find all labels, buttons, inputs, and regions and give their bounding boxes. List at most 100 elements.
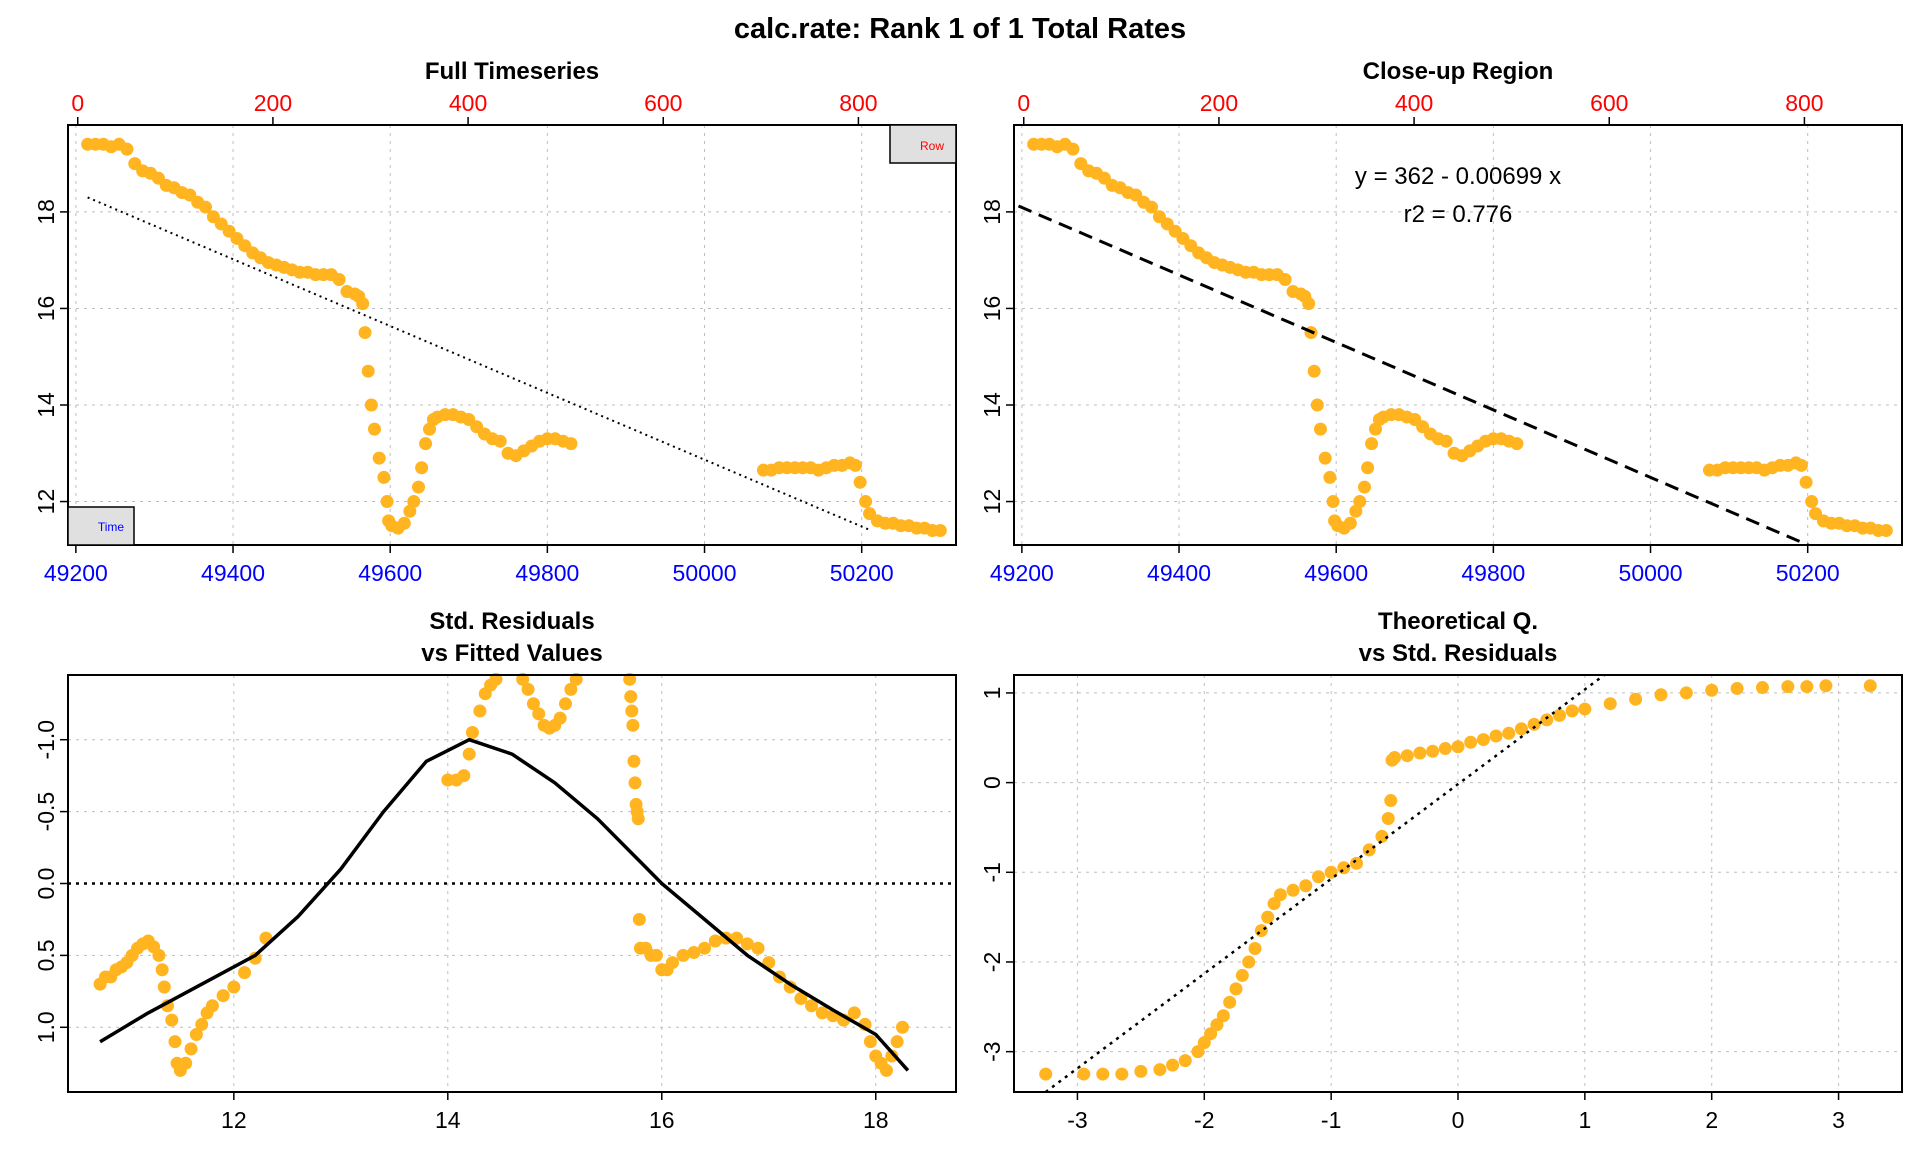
data-point	[1066, 142, 1080, 156]
data-point	[216, 989, 230, 1003]
data-point	[632, 912, 646, 926]
y-tick-label: -0.5	[33, 792, 59, 832]
data-point	[794, 992, 808, 1006]
top-tick-label: 200	[254, 90, 292, 116]
data-point	[1438, 742, 1452, 756]
data-point	[364, 398, 378, 412]
data-point	[1781, 680, 1795, 694]
plot-frame	[1013, 124, 1903, 546]
data-point	[473, 704, 487, 718]
top-tick-label: 600	[644, 90, 682, 116]
axes: -3 -2 -1 0 1 2 3 -3 -2 -1 0 1	[979, 687, 1845, 1133]
data-point	[532, 707, 546, 721]
panel-title-residuals-line1: Std. Residuals	[429, 608, 594, 635]
data-point	[377, 470, 391, 484]
data-point	[1654, 688, 1668, 702]
data-point	[1343, 516, 1357, 530]
data-point	[1223, 995, 1237, 1009]
plot-frame	[67, 124, 957, 546]
data-point	[356, 297, 370, 311]
y-tick-label: 0.5	[33, 939, 59, 971]
data-point	[1879, 524, 1893, 538]
data-point	[1439, 434, 1453, 448]
top-tick-label: 800	[839, 90, 877, 116]
data-point	[1286, 883, 1300, 897]
data-point	[1210, 1018, 1224, 1032]
x-tick-label: 49600	[358, 560, 422, 586]
x-tick-label: 49400	[1147, 560, 1211, 586]
data-point	[1552, 708, 1566, 722]
legend-row-box	[889, 124, 957, 164]
y-tick-label: -2	[979, 952, 1005, 972]
data-point	[1464, 735, 1478, 749]
legend-time-box	[67, 506, 135, 546]
y-tick-label: 14	[33, 392, 59, 418]
data-point	[1229, 982, 1243, 996]
data-point	[516, 672, 530, 686]
data-point	[649, 948, 663, 962]
data-point	[1819, 679, 1833, 693]
data-point	[564, 682, 578, 696]
data-point	[397, 516, 411, 530]
data-point	[848, 458, 862, 472]
x-tick-label: 0	[1452, 1107, 1465, 1133]
data-point	[1077, 1067, 1091, 1081]
data-point	[627, 754, 641, 768]
top-tick-label: 200	[1200, 90, 1238, 116]
data-point	[1400, 749, 1414, 763]
data-point	[805, 999, 819, 1013]
data-point	[1527, 717, 1541, 731]
x-tick-label: 50000	[673, 560, 737, 586]
y-tick-label: 0.0	[33, 868, 59, 900]
data-point	[1451, 740, 1465, 754]
y-tick-label: 14	[979, 392, 1005, 418]
top-tick-label: 400	[449, 90, 487, 116]
data-point	[120, 142, 134, 156]
x-tick-label: 2	[1705, 1107, 1718, 1133]
data-point	[1145, 200, 1159, 214]
data-point	[411, 480, 425, 494]
x-tick-label: 49800	[515, 560, 579, 586]
data-point	[189, 1027, 203, 1041]
data-point	[195, 1017, 209, 1031]
panel-qq-plot: Theoretical Q. vs Std. Residuals -3 -2 -1 0…	[979, 608, 1903, 1133]
x-tick-label: 12	[221, 1107, 247, 1133]
data-point	[1216, 1009, 1230, 1023]
data-point	[564, 437, 578, 451]
x-tick-label: 49200	[990, 560, 1054, 586]
data-point	[1248, 942, 1262, 956]
data-point	[332, 272, 346, 286]
data-point	[155, 963, 169, 977]
data-point	[248, 951, 262, 965]
data-point	[890, 1035, 904, 1049]
data-point	[879, 1063, 893, 1077]
data-point	[1323, 470, 1337, 484]
data-point	[885, 1049, 899, 1063]
y-tick-label: -1.0	[33, 720, 59, 760]
data-point	[358, 326, 372, 340]
data-point	[896, 1020, 910, 1034]
y-tick-label: 1	[979, 687, 1005, 700]
regression-line	[1014, 202, 1812, 545]
data-point	[152, 948, 166, 962]
data-point	[1197, 1036, 1211, 1050]
legend-row: Row	[889, 124, 957, 164]
data-point	[1353, 495, 1367, 509]
plot-content	[81, 137, 947, 538]
data-point	[489, 672, 503, 686]
y-tick-label: 18	[33, 199, 59, 225]
x-tick-label: 50200	[830, 560, 894, 586]
data-point	[1299, 879, 1313, 893]
data-point	[815, 1006, 829, 1020]
data-point	[1603, 697, 1617, 711]
x-tick-label: -2	[1194, 1107, 1214, 1133]
data-point	[462, 747, 476, 761]
data-point	[1388, 751, 1402, 765]
data-point	[1629, 692, 1643, 706]
data-point	[624, 690, 638, 704]
x-tick-label: 49200	[44, 560, 108, 586]
data-point	[933, 524, 947, 538]
x-tick-label: 50200	[1776, 560, 1840, 586]
y-tick-label: -1	[979, 862, 1005, 882]
data-point	[1278, 272, 1292, 286]
